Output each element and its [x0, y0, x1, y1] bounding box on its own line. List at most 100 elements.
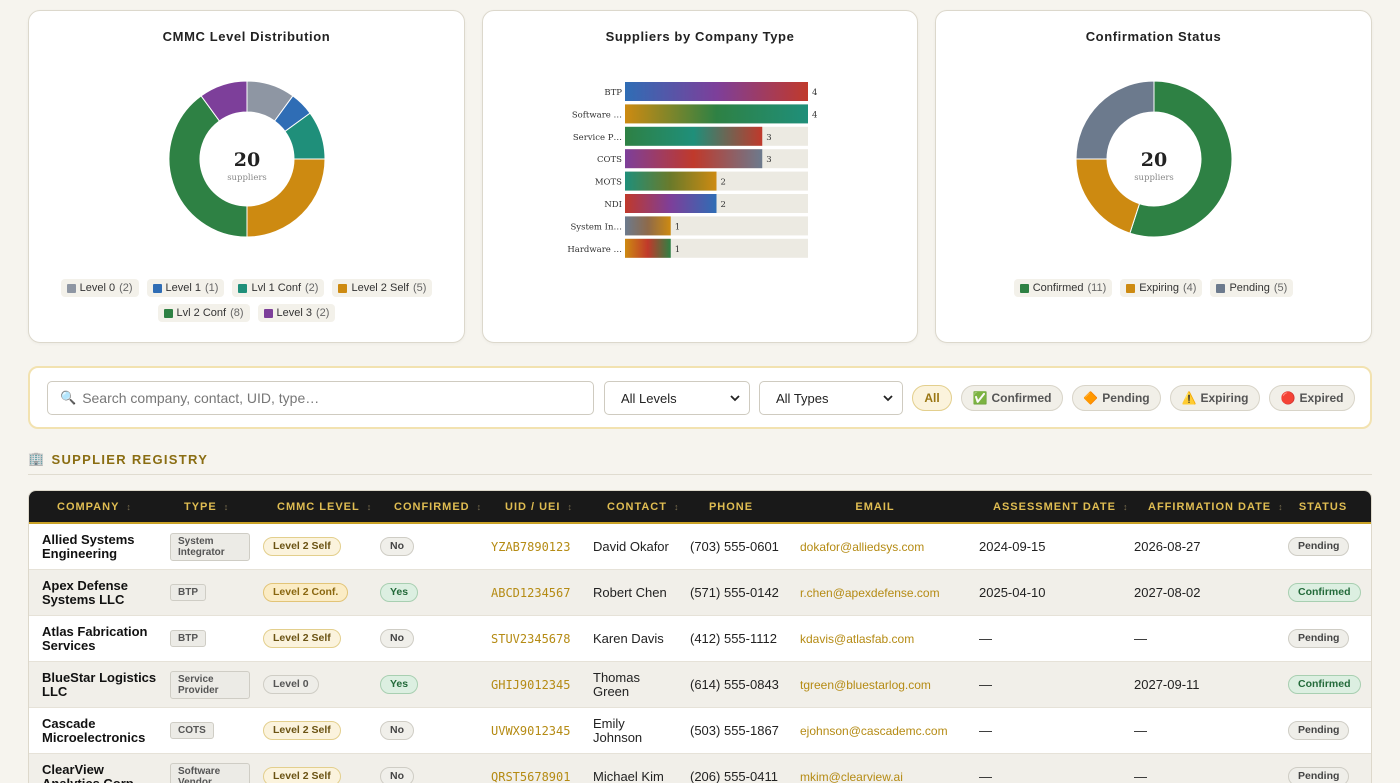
table-row[interactable]: Cascade Microelectronics COTS Level 2 Self…: [29, 708, 1371, 754]
bar-3[interactable]: [625, 149, 763, 169]
legend-entry[interactable]: Expiring (4): [1120, 279, 1203, 297]
column-header-status[interactable]: STATUS: [1263, 491, 1371, 522]
table-cell: ClearView Analytics Corp: [42, 754, 160, 783]
contact-name: Michael Kim: [593, 768, 664, 783]
legend-entry[interactable]: Lvl 2 Conf (8): [157, 304, 250, 322]
bar-7[interactable]: [625, 238, 671, 258]
sort-icon: ↕: [673, 501, 680, 512]
donut-slice-level-3[interactable]: [200, 80, 248, 122]
cmmc-level-badge: Level 2 Conf.: [263, 583, 349, 602]
column-header-affirmation-date[interactable]: AFFIRMATION DATE ↕: [1148, 491, 1284, 522]
column-header-assessment-date[interactable]: ASSESSMENT DATE ↕: [993, 491, 1128, 522]
email-link[interactable]: mkim@clearview.ai: [800, 769, 903, 783]
table-cell: System Integrator: [170, 524, 250, 569]
table-cell: (614) 555-0843: [690, 662, 790, 707]
legend-swatch: [1216, 283, 1226, 293]
table-cell: Atlas Fabrication Services: [42, 616, 160, 661]
table-cell: Confirmed: [1288, 570, 1363, 615]
table-cell: (571) 555-0142: [690, 570, 790, 615]
filter-chip-expired[interactable]: 🔴 Expired: [1269, 385, 1355, 411]
table-row[interactable]: Atlas Fabrication Services BTP Level 2 Sel…: [29, 616, 1371, 662]
sort-icon: ↕: [126, 501, 132, 512]
table-cell: 2024-09-15: [979, 524, 1079, 569]
column-header-uid[interactable]: UID / UEI ↕: [505, 491, 573, 522]
column-header-cmmc-level[interactable]: CMMC LEVEL ↕: [277, 491, 372, 522]
table-cell: dokafor@alliedsys.com: [800, 524, 970, 569]
bar-1[interactable]: [625, 104, 808, 124]
bar-category-label: MOTS: [595, 178, 622, 188]
legend-swatch: [1126, 283, 1136, 293]
type-filter-select[interactable]: All Types: [759, 381, 903, 415]
legend-entry[interactable]: Level 0 (2): [60, 279, 139, 297]
legend-entry[interactable]: Pending (5): [1210, 279, 1294, 297]
email-link[interactable]: tgreen@bluestarlog.com: [800, 677, 931, 692]
email-link[interactable]: ejohnson@cascademc.com: [800, 723, 948, 738]
confirmation-chart-title: Confirmation Status: [1085, 29, 1222, 44]
legend-count: (5): [412, 282, 427, 294]
level-filter-select[interactable]: All Levels: [604, 381, 750, 415]
table-row[interactable]: Apex Defense Systems LLC BTP Level 2 Conf.…: [29, 570, 1371, 616]
phone-number: (412) 555-1112: [690, 631, 777, 646]
bar-5[interactable]: [625, 194, 717, 213]
legend-entry[interactable]: Level 1 (1): [146, 279, 225, 297]
legend-label: Pending: [1229, 282, 1270, 294]
table-cell: (412) 555-1112: [690, 616, 790, 661]
bar-0[interactable]: [625, 82, 808, 101]
legend-swatch: [66, 283, 76, 293]
table-cell: David Okafor: [593, 524, 673, 569]
type-bar-chart: BTP 4 Software … 4 Service P… 3 COTS 3 MOTS 2 NDI 2…: [567, 82, 817, 258]
donut-slice-pending[interactable]: [1075, 80, 1155, 160]
column-header-type[interactable]: TYPE ↕: [184, 491, 229, 522]
cmmc-level-badge: Level 2 Self: [263, 767, 341, 783]
legend-entry[interactable]: Confirmed (11): [1013, 279, 1113, 297]
contact-name: Robert Chen: [593, 584, 667, 600]
search-input[interactable]: 🔍 Search company, contact, UID, type…: [47, 381, 594, 415]
column-header-confirmed[interactable]: CONFIRMED ↕: [394, 491, 482, 522]
chip-label: Expired: [1299, 391, 1344, 405]
bar-2[interactable]: [625, 126, 763, 146]
table-cell: No: [380, 708, 440, 753]
type-badge: COTS: [170, 722, 214, 739]
filter-bar: 🔍 Search company, contact, UID, type… Al…: [28, 366, 1372, 429]
donut-slice-lvl-2-conf[interactable]: [168, 95, 248, 238]
table-row[interactable]: BlueStar Logistics LLC Service Provider Le…: [29, 662, 1371, 708]
type-select-value: All Types: [776, 390, 829, 406]
table-row[interactable]: ClearView Analytics Corp Software Vendor L…: [29, 754, 1371, 783]
donut-slice-confirmed[interactable]: [1129, 80, 1233, 238]
table-cell: Level 0: [263, 662, 373, 707]
level-chart-title: CMMC Level Distribution: [162, 29, 331, 44]
column-header-contact[interactable]: CONTACT ↕: [607, 491, 679, 522]
chip-label: All: [924, 391, 940, 405]
bar-4[interactable]: [625, 171, 717, 191]
table-cell: Level 2 Conf.: [263, 570, 373, 615]
legend-entry[interactable]: Level 3 (2): [257, 304, 336, 322]
email-link[interactable]: r.chen@apexdefense.com: [800, 585, 940, 600]
confirmed-badge: Yes: [380, 583, 419, 602]
status-badge: Pending: [1288, 537, 1350, 556]
filter-chip-expiring[interactable]: ⚠️ Expiring: [1170, 385, 1260, 411]
bar-6[interactable]: [625, 216, 671, 236]
legend-swatch: [263, 308, 273, 318]
legend-count: (1): [205, 282, 219, 294]
filter-chip-all[interactable]: All: [912, 385, 952, 411]
column-header-label: TYPE: [184, 500, 217, 513]
level-legend: Level 0 (2) Level 1 (1) Lvl 1 Conf (2) Level 2…: [45, 279, 448, 322]
table-row[interactable]: Allied Systems Engineering System Integra…: [29, 524, 1371, 570]
table-cell: (206) 555-0411: [690, 754, 790, 783]
column-header-email[interactable]: EMAIL: [815, 491, 935, 522]
affirmation-date: 2026-08-27: [1134, 539, 1201, 554]
company-name: BlueStar Logistics LLC: [42, 669, 157, 699]
donut-slice-expiring[interactable]: [1075, 158, 1141, 234]
filter-chip-confirmed[interactable]: ✅ Confirmed: [961, 385, 1063, 411]
bar-value-label: 3: [766, 133, 771, 143]
uid-value: STUV2345678: [491, 631, 571, 646]
legend-entry[interactable]: Level 2 Self (5): [332, 279, 433, 297]
legend-entry[interactable]: Lvl 1 Conf (2): [232, 279, 325, 297]
email-link[interactable]: dokafor@alliedsys.com: [800, 539, 925, 554]
table-cell: —: [979, 754, 1079, 783]
column-header-phone[interactable]: PHONE: [671, 491, 791, 522]
column-header-company[interactable]: COMPANY ↕: [57, 491, 132, 522]
filter-chip-pending[interactable]: 🔶 Pending: [1072, 385, 1161, 411]
assessment-date: —: [979, 677, 992, 692]
email-link[interactable]: kdavis@atlasfab.com: [800, 631, 915, 646]
